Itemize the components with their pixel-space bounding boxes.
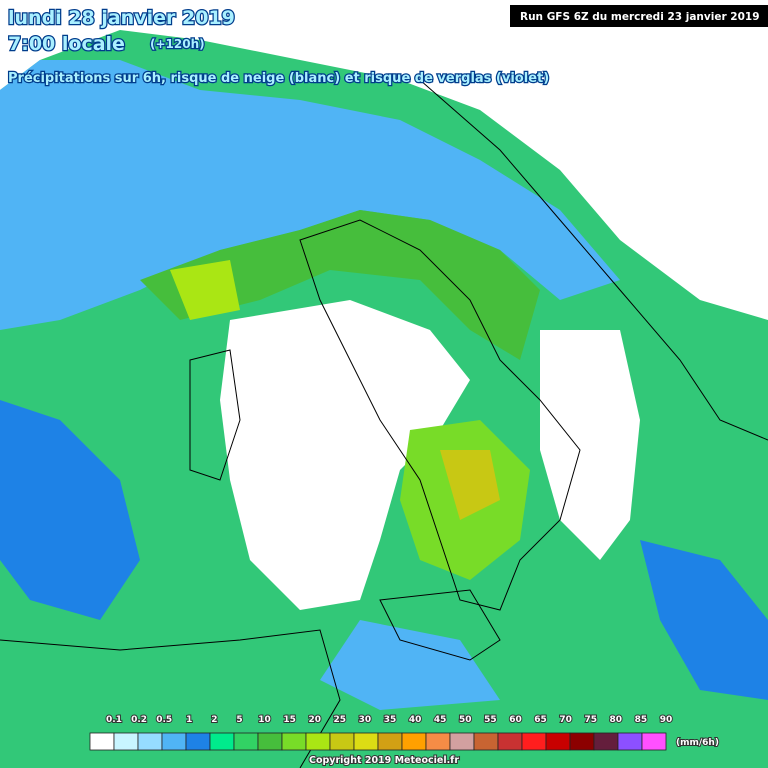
subtitle: Précipitations sur 6h, risque de neige (…: [8, 71, 549, 86]
legend-swatch: [209, 732, 235, 751]
copyright: Copyright 2019 Meteociel.fr: [309, 755, 459, 766]
legend-swatch: [233, 732, 259, 751]
legend-swatch: [353, 732, 379, 751]
legend-label: 50: [459, 715, 472, 725]
legend-swatch: [113, 732, 139, 751]
legend-swatch: [593, 732, 619, 751]
lead-time: (+120h): [150, 37, 205, 51]
peak-precip: [440, 450, 500, 520]
legend-swatch: [161, 732, 187, 751]
date: lundi 28 janvier 2019: [8, 7, 235, 29]
run-info: Run GFS 6Z du mercredi 23 janvier 2019: [520, 11, 760, 23]
legend-swatch: [473, 732, 499, 751]
moderate-precip: [140, 210, 540, 360]
legend-swatch: [641, 732, 667, 751]
legend-swatch: [569, 732, 595, 751]
legend-label: 85: [635, 715, 648, 725]
legend-swatch: [377, 732, 403, 751]
east-band: [640, 540, 768, 700]
legend-label: 10: [258, 715, 271, 725]
legend-label: 70: [559, 715, 572, 725]
legend: 0.1 0.2 0.5 1 2 5 10 15 20 25 30 35 40 45 50 55 60 65 70 75…: [89, 714, 673, 751]
legend-label: 65: [534, 715, 547, 725]
legend-label: 90: [660, 715, 673, 725]
legend-unit: (mm/6h): [676, 738, 719, 748]
legend-label: 0.2: [131, 715, 147, 725]
legend-swatch: [545, 732, 571, 751]
legend-swatch: [281, 732, 307, 751]
peak-precip-corsica: [170, 260, 240, 320]
legend-swatch: [449, 732, 475, 751]
legend-label: 55: [484, 715, 497, 725]
legend-label: 20: [308, 715, 321, 725]
dry-area: [0, 0, 768, 320]
legend-label: 1: [186, 715, 192, 725]
legend-label: 35: [384, 715, 397, 725]
legend-swatch: [497, 732, 523, 751]
legend-swatch: [401, 732, 427, 751]
legend-swatch: [89, 732, 115, 751]
legend-swatch: [257, 732, 283, 751]
legend-label: 60: [509, 715, 522, 725]
legend-swatch: [425, 732, 451, 751]
coastlines: [0, 79, 768, 768]
legend-label: 45: [434, 715, 447, 725]
legend-swatch: [137, 732, 163, 751]
legend-swatch: [185, 732, 211, 751]
south-band: [320, 620, 500, 710]
legend-swatch: [305, 732, 331, 751]
dry-sea: [220, 300, 470, 610]
legend-label: 5: [236, 715, 242, 725]
legend-label: 25: [334, 715, 347, 725]
legend-label: 40: [409, 715, 422, 725]
time: 7:00 locale: [8, 33, 125, 55]
legend-label: 75: [584, 715, 597, 725]
legend-swatch: [617, 732, 643, 751]
legend-label: 30: [359, 715, 372, 725]
legend-label: 0.5: [156, 715, 172, 725]
run-box: [510, 5, 768, 27]
legend-swatch: [329, 732, 355, 751]
legend-swatch: [521, 732, 547, 751]
legend-label: 0.1: [106, 715, 122, 725]
sea-band: [0, 400, 140, 620]
precip-areas: [0, 0, 768, 710]
legend-label: 2: [211, 715, 217, 725]
light-precip: [0, 60, 620, 330]
legend-label: 15: [283, 715, 296, 725]
legend-label: 80: [610, 715, 623, 725]
